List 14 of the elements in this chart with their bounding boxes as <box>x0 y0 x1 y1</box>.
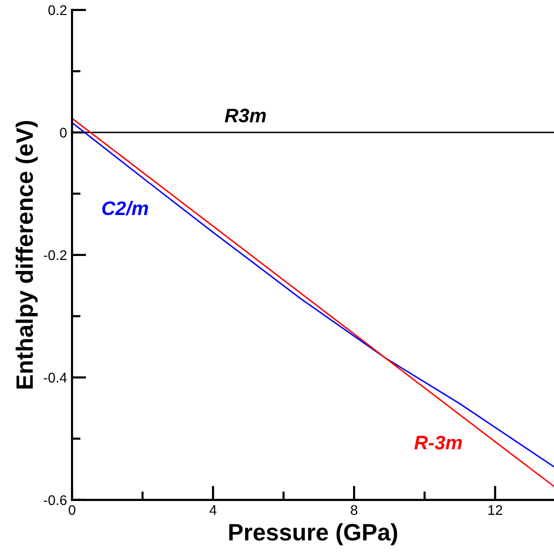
x-axis-title: Pressure (GPa) <box>229 523 398 546</box>
y-tick-label: 0.2 <box>48 5 66 16</box>
y-tick-label: -0.4 <box>44 372 67 383</box>
series-label: R-3m <box>414 436 462 450</box>
series-label: C2/m <box>102 200 148 216</box>
x-tick-label: 8 <box>350 505 358 515</box>
y-axis-title: Enthalpy difference (eV) <box>16 120 38 388</box>
y-tick-label: -0.2 <box>44 250 66 260</box>
x-tick-label: 0 <box>68 505 76 515</box>
series-label: R3m <box>224 108 266 122</box>
y-tick-label: 0 <box>60 128 67 138</box>
y-tick-label: -0.6 <box>44 495 67 506</box>
x-tick-label: 12 <box>488 505 502 515</box>
x-tick-label: 4 <box>210 505 217 515</box>
